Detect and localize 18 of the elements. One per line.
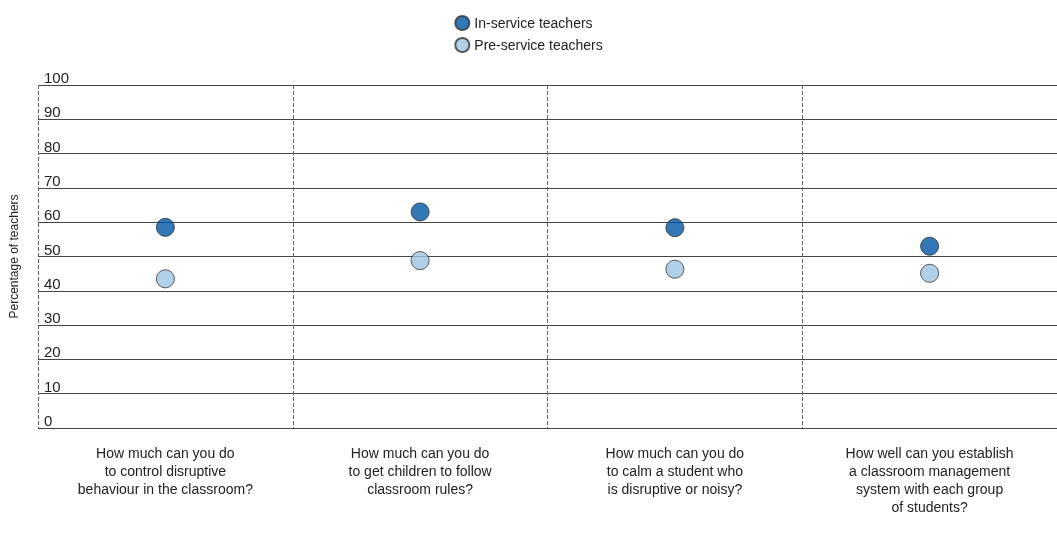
- x-tick-label: How well can you establish a classroom management system with each group of students?: [845, 445, 1014, 515]
- y-tick-label: 70: [44, 171, 61, 189]
- y-tick-label: 20: [44, 343, 61, 361]
- y-tick-label: 40: [44, 274, 61, 292]
- y-tick-label: 50: [44, 240, 61, 258]
- y-tick-label: 100: [44, 69, 70, 86]
- y-tick-label: 60: [44, 206, 61, 224]
- y-tick-label: 0: [44, 412, 53, 429]
- y-tick-label: 30: [44, 309, 61, 327]
- y-tick-label: 10: [44, 377, 61, 395]
- x-tick-label: How much can you do to calm a student who is disruptive or noisy?: [605, 445, 745, 497]
- y-tick-label: 80: [44, 137, 61, 155]
- x-tick-label: How much can you do to get children to follow classroom rules?: [348, 445, 493, 497]
- legend-label: Pre-service teachers: [474, 37, 603, 53]
- legend-label: In-service teachers: [474, 15, 593, 31]
- y-tick-label: 90: [44, 103, 61, 121]
- y-axis-title: Percentage of teachers: [7, 194, 21, 319]
- x-tick-label: How much can you do to control disruptive behaviour in the classroom?: [77, 445, 254, 497]
